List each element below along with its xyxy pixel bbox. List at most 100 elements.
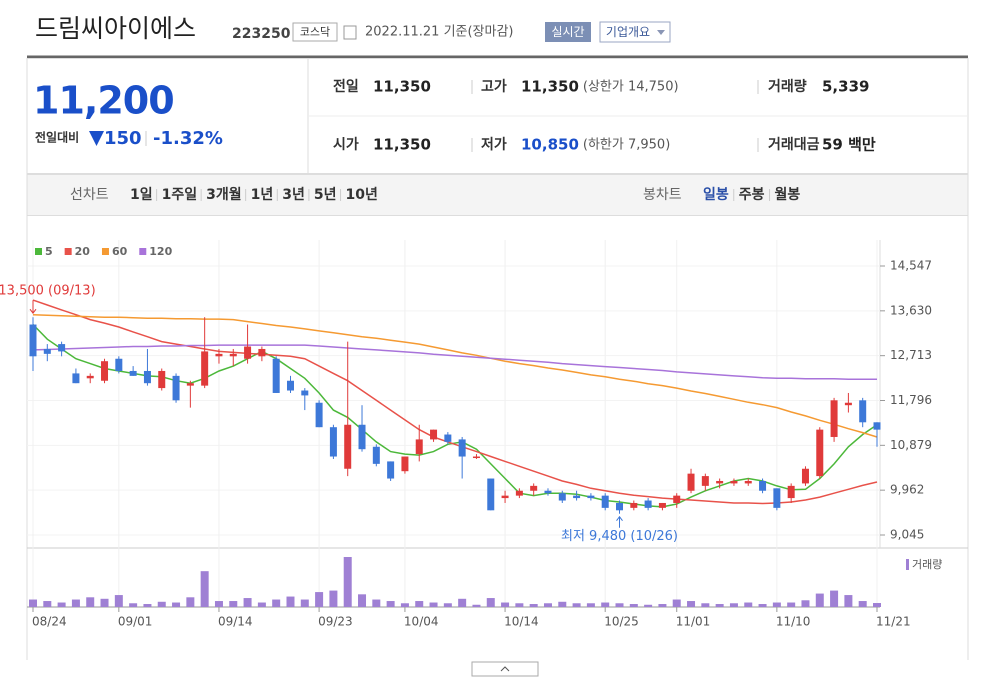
candle-body <box>687 473 695 491</box>
volume-bar <box>86 597 95 607</box>
volume-bar <box>358 594 367 607</box>
candle-body <box>143 370 151 384</box>
tab[interactable]: 10년 <box>346 187 378 203</box>
volume-bar <box>801 600 810 607</box>
y-tick-label: 9,045 <box>890 528 924 542</box>
company-button[interactable] <box>599 21 671 43</box>
volume-bar <box>415 601 424 607</box>
candle-body <box>844 402 852 406</box>
volume-bar <box>472 604 481 607</box>
x-tick-label: 11/01 <box>676 615 711 629</box>
candle-body <box>158 370 166 389</box>
candle-body <box>515 490 523 496</box>
volume-bar <box>443 603 452 607</box>
change: 150 <box>104 128 142 149</box>
legend-label: 60 <box>112 245 128 258</box>
volume-bar <box>272 599 281 607</box>
candle-body <box>215 353 223 357</box>
market-badge <box>292 22 338 42</box>
candle-body <box>358 424 366 450</box>
price: 11,200 <box>33 79 174 123</box>
volume-bar <box>372 599 381 607</box>
calendar-icon <box>343 25 357 40</box>
legend-swatch <box>101 248 109 255</box>
candle-body <box>129 370 137 376</box>
tab[interactable]: 5년 <box>314 187 337 203</box>
title: 드림씨아이에스 <box>35 14 196 43</box>
quote-value: 11,350 <box>373 136 431 154</box>
candle-body <box>244 346 252 359</box>
candle-body <box>744 480 752 484</box>
candle-body <box>773 488 781 508</box>
candle-body <box>186 383 194 386</box>
ma-line <box>32 344 877 381</box>
candle-body <box>530 485 538 491</box>
volume-bar <box>529 604 538 607</box>
volume-bar <box>129 603 138 607</box>
candle-body <box>701 476 709 486</box>
candle-body <box>387 461 395 479</box>
candle-body <box>272 358 280 393</box>
tab[interactable]: 일봉 <box>703 187 729 203</box>
quote-label: 거래대금 <box>768 137 820 153</box>
tab[interactable]: 월봉 <box>775 186 801 203</box>
candle-body <box>229 353 237 357</box>
tab[interactable]: 주봉 <box>739 187 765 203</box>
tab-bar <box>26 174 969 216</box>
candle-body <box>644 500 652 508</box>
realtime[interactable]: 실시간 <box>551 25 584 39</box>
candle-body <box>201 351 209 386</box>
volume-bar <box>43 601 52 607</box>
volume-label: 거래량 <box>912 558 942 571</box>
volume-bar <box>186 597 195 607</box>
candle-body <box>172 375 180 401</box>
y-tick-label: 13,630 <box>890 303 932 317</box>
candle-body <box>458 439 466 457</box>
tab[interactable]: 3년 <box>282 187 305 203</box>
realtime-button[interactable] <box>545 22 591 42</box>
candle-body <box>72 373 80 384</box>
tab[interactable]: 1일 <box>130 187 153 203</box>
candle-body <box>43 348 51 354</box>
volume-bar <box>830 590 839 607</box>
volume-bar <box>558 601 567 607</box>
volume-bar <box>458 598 467 607</box>
legend-swatch <box>64 248 72 255</box>
quote-label: 고가 <box>481 79 507 95</box>
tab[interactable]: 1주일 <box>162 187 198 203</box>
volume-bar <box>758 604 767 607</box>
volume-bar <box>257 602 266 607</box>
candle-body <box>673 495 681 503</box>
candle-body <box>401 456 409 472</box>
tab[interactable]: 3개월 <box>206 186 242 203</box>
legend-swatch <box>139 248 147 255</box>
candle-body <box>329 427 337 457</box>
tab[interactable]: 1년 <box>251 187 274 203</box>
annotation-arrow <box>29 300 37 315</box>
x-tick-label: 10/25 <box>604 615 639 629</box>
collapse-button[interactable] <box>471 661 539 677</box>
volume-bar <box>687 601 696 607</box>
candle-body <box>430 429 438 440</box>
volume-bar <box>543 603 552 607</box>
volume-bar <box>343 557 352 607</box>
volume-bar <box>200 571 209 607</box>
volume-bar <box>615 603 624 607</box>
x-tick-label: 09/23 <box>318 615 353 629</box>
volume-bar <box>243 598 252 607</box>
volume-bar <box>772 602 781 607</box>
annotation-arrow <box>616 515 623 528</box>
volume-bar <box>572 603 581 607</box>
candle-body <box>101 361 109 381</box>
company[interactable]: 기업개요 <box>606 25 650 39</box>
candle-body <box>501 495 509 499</box>
volume-bar <box>701 603 710 607</box>
volume-bar <box>286 596 295 607</box>
change-label: 전일대비 <box>35 130 79 145</box>
volume-bar <box>672 599 681 607</box>
volume-bar <box>729 603 738 607</box>
tab-group-label: 선차트 <box>70 187 109 203</box>
annotation: 최저 9,480 (10/26) <box>561 529 678 544</box>
candle-body <box>315 402 323 428</box>
